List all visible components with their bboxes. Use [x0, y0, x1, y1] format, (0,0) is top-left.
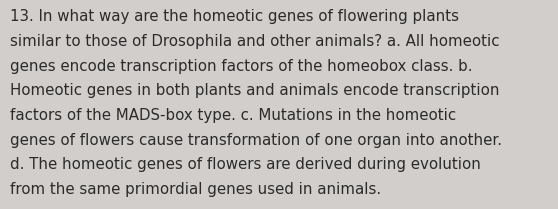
Text: genes encode transcription factors of the homeobox class. b.: genes encode transcription factors of th… [10, 59, 473, 74]
Text: factors of the MADS-box type. c. Mutations in the homeotic: factors of the MADS-box type. c. Mutatio… [10, 108, 456, 123]
Text: Homeotic genes in both plants and animals encode transcription: Homeotic genes in both plants and animal… [10, 83, 499, 98]
Text: d. The homeotic genes of flowers are derived during evolution: d. The homeotic genes of flowers are der… [10, 157, 481, 172]
Text: genes of flowers cause transformation of one organ into another.: genes of flowers cause transformation of… [10, 133, 502, 148]
Text: 13. In what way are the homeotic genes of flowering plants: 13. In what way are the homeotic genes o… [10, 9, 459, 24]
Text: from the same primordial genes used in animals.: from the same primordial genes used in a… [10, 182, 381, 197]
Text: similar to those of Drosophila and other animals? a. All homeotic: similar to those of Drosophila and other… [10, 34, 499, 49]
